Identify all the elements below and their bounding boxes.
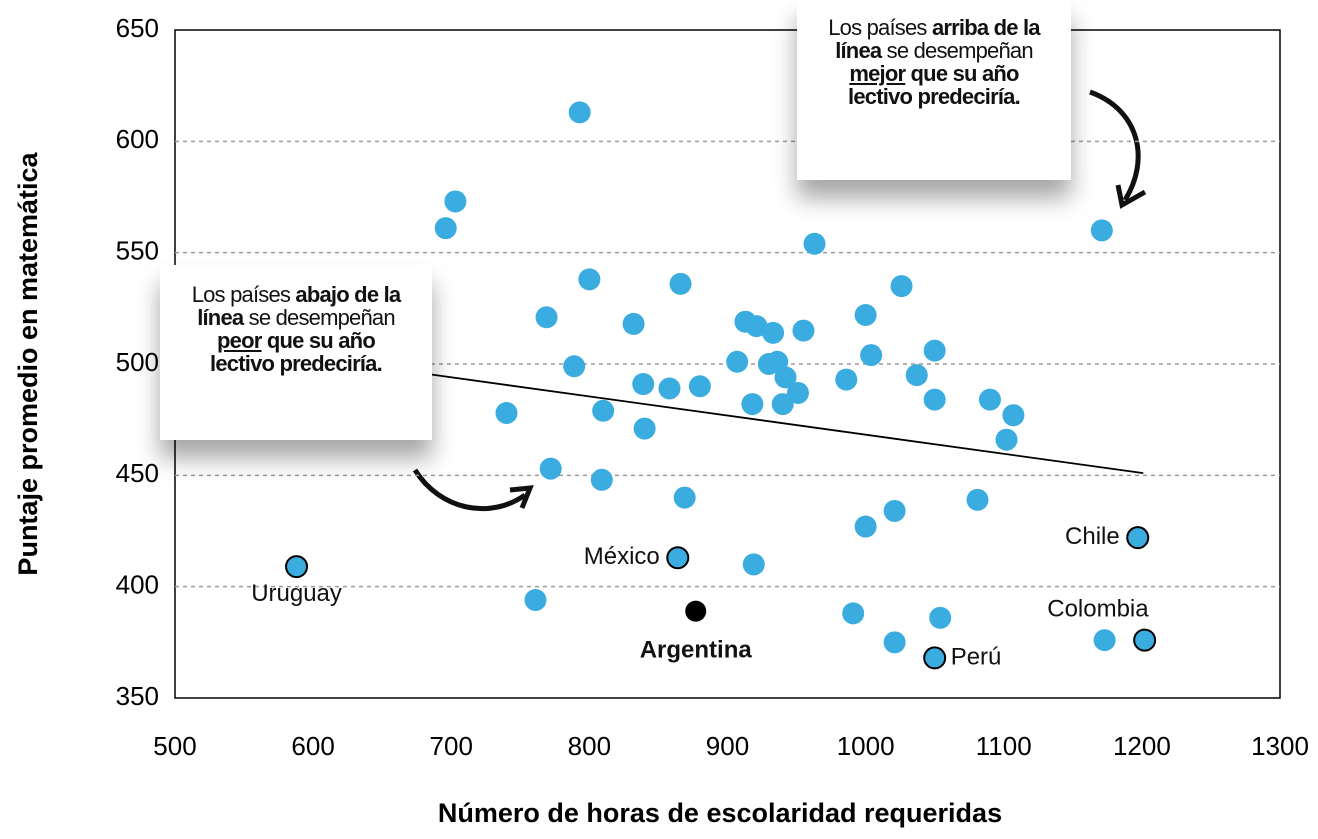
annotation-text: se desempeñan xyxy=(881,38,1034,63)
x-tick-label: 800 xyxy=(568,731,611,761)
point xyxy=(854,304,877,327)
point xyxy=(539,457,562,480)
point xyxy=(835,368,858,391)
point xyxy=(1090,219,1113,242)
point xyxy=(842,602,865,625)
point xyxy=(563,355,586,378)
x-tick-label: 900 xyxy=(706,731,749,761)
point xyxy=(658,377,681,400)
highlight-point xyxy=(923,646,947,670)
annotation-text: Los países xyxy=(828,15,932,40)
point-label: Chile xyxy=(1065,523,1120,550)
point xyxy=(742,553,765,576)
point xyxy=(792,319,815,342)
point xyxy=(632,373,655,396)
point xyxy=(568,101,591,124)
point xyxy=(578,268,601,291)
point xyxy=(745,315,768,338)
highlight-point xyxy=(685,600,707,622)
point xyxy=(633,417,656,440)
annotation-text: se desempeñan xyxy=(243,305,396,330)
point-label: Colombia xyxy=(1047,595,1149,622)
highlight-point xyxy=(1133,628,1157,652)
point xyxy=(995,428,1018,451)
arrow xyxy=(1089,89,1141,202)
annotation-text: peor xyxy=(217,328,262,353)
point-label: Perú xyxy=(951,643,1002,670)
point-label: Argentina xyxy=(640,637,753,664)
point xyxy=(966,488,989,511)
y-tick-label: 550 xyxy=(116,236,159,266)
x-tick-label: 600 xyxy=(291,731,334,761)
y-tick-label: 500 xyxy=(116,347,159,377)
y-tick-label: 450 xyxy=(116,458,159,488)
x-tick-label: 1000 xyxy=(837,731,895,761)
annotation-box: Los países abajo de la línea se desempeñ… xyxy=(160,265,432,440)
highlight-point xyxy=(666,546,690,570)
x-tick-label: 500 xyxy=(153,731,196,761)
x-tick-label: 700 xyxy=(430,731,473,761)
point xyxy=(786,381,809,404)
point xyxy=(923,388,946,411)
highlight-point xyxy=(285,555,309,579)
point xyxy=(905,364,928,387)
arrow-head xyxy=(509,485,534,509)
point xyxy=(434,217,457,240)
point xyxy=(669,272,692,295)
point xyxy=(495,401,518,424)
annotation-text: abajo de la línea xyxy=(197,282,401,330)
point xyxy=(1093,629,1116,652)
arrow-head xyxy=(1115,184,1147,209)
annotation-text: arriba de la línea xyxy=(835,15,1040,63)
point xyxy=(923,339,946,362)
point xyxy=(741,393,764,416)
point xyxy=(590,468,613,491)
y-tick-label: 600 xyxy=(116,124,159,154)
point xyxy=(524,589,547,612)
point xyxy=(535,306,558,329)
point xyxy=(803,232,826,255)
point xyxy=(726,350,749,373)
point xyxy=(688,375,711,398)
x-axis-label: Número de horas de escolaridad requerida… xyxy=(438,798,1002,828)
point xyxy=(592,399,615,422)
point xyxy=(883,631,906,654)
point xyxy=(774,366,797,389)
point xyxy=(978,388,1001,411)
trendline xyxy=(419,372,1144,474)
annotation-text: Los países xyxy=(191,282,296,307)
point xyxy=(771,393,794,416)
point xyxy=(673,486,696,509)
annotation-text: mejor xyxy=(849,61,906,86)
x-tick-label: 1200 xyxy=(1113,731,1171,761)
annotation-text: que su año lectivo predeciría. xyxy=(848,61,1021,109)
point xyxy=(622,312,645,335)
point xyxy=(860,344,883,367)
y-tick-label: 350 xyxy=(116,681,159,711)
annotation-box: Los países arriba de la línea se desempe… xyxy=(797,0,1071,180)
point xyxy=(762,321,785,344)
point xyxy=(890,275,913,298)
point-label: México xyxy=(584,543,660,570)
point xyxy=(444,190,467,213)
point-label: Uruguay xyxy=(251,580,342,607)
highlight-point xyxy=(1126,526,1150,550)
y-axis-label: Puntaje promedio en matemática xyxy=(13,151,43,575)
arrow xyxy=(412,468,527,512)
y-tick-label: 400 xyxy=(116,570,159,600)
y-tick-label: 650 xyxy=(116,13,159,43)
point xyxy=(854,515,877,538)
x-tick-label: 1300 xyxy=(1251,731,1309,761)
point xyxy=(883,499,906,522)
x-tick-label: 1100 xyxy=(976,731,1032,761)
point xyxy=(929,606,952,629)
point xyxy=(1002,404,1025,427)
annotation-text: que su año lectivo predeciría. xyxy=(210,328,383,376)
